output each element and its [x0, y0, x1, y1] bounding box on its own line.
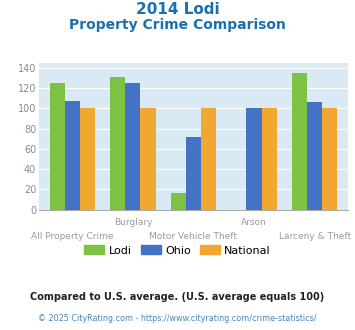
Text: Property Crime Comparison: Property Crime Comparison [69, 18, 286, 32]
Text: Motor Vehicle Theft: Motor Vehicle Theft [149, 232, 237, 241]
Bar [80, 108, 95, 210]
Bar [171, 193, 186, 210]
Text: 2014 Lodi: 2014 Lodi [136, 2, 219, 16]
Bar [65, 101, 80, 210]
Bar [110, 77, 125, 210]
Bar [262, 108, 277, 210]
Text: Larceny & Theft: Larceny & Theft [279, 232, 351, 241]
Bar [186, 137, 201, 210]
Bar [50, 83, 65, 210]
Text: © 2025 CityRating.com - https://www.cityrating.com/crime-statistics/: © 2025 CityRating.com - https://www.city… [38, 314, 317, 323]
Bar [322, 108, 337, 210]
Text: Arson: Arson [241, 218, 267, 227]
Text: All Property Crime: All Property Crime [31, 232, 114, 241]
Bar [246, 108, 262, 210]
Bar [141, 108, 155, 210]
Bar [307, 102, 322, 210]
Text: Compared to U.S. average. (U.S. average equals 100): Compared to U.S. average. (U.S. average … [31, 292, 324, 302]
Legend: Lodi, Ohio, National: Lodi, Ohio, National [80, 241, 275, 260]
Bar [125, 83, 141, 210]
Bar [292, 73, 307, 210]
Bar [201, 108, 216, 210]
Text: Burglary: Burglary [114, 218, 152, 227]
